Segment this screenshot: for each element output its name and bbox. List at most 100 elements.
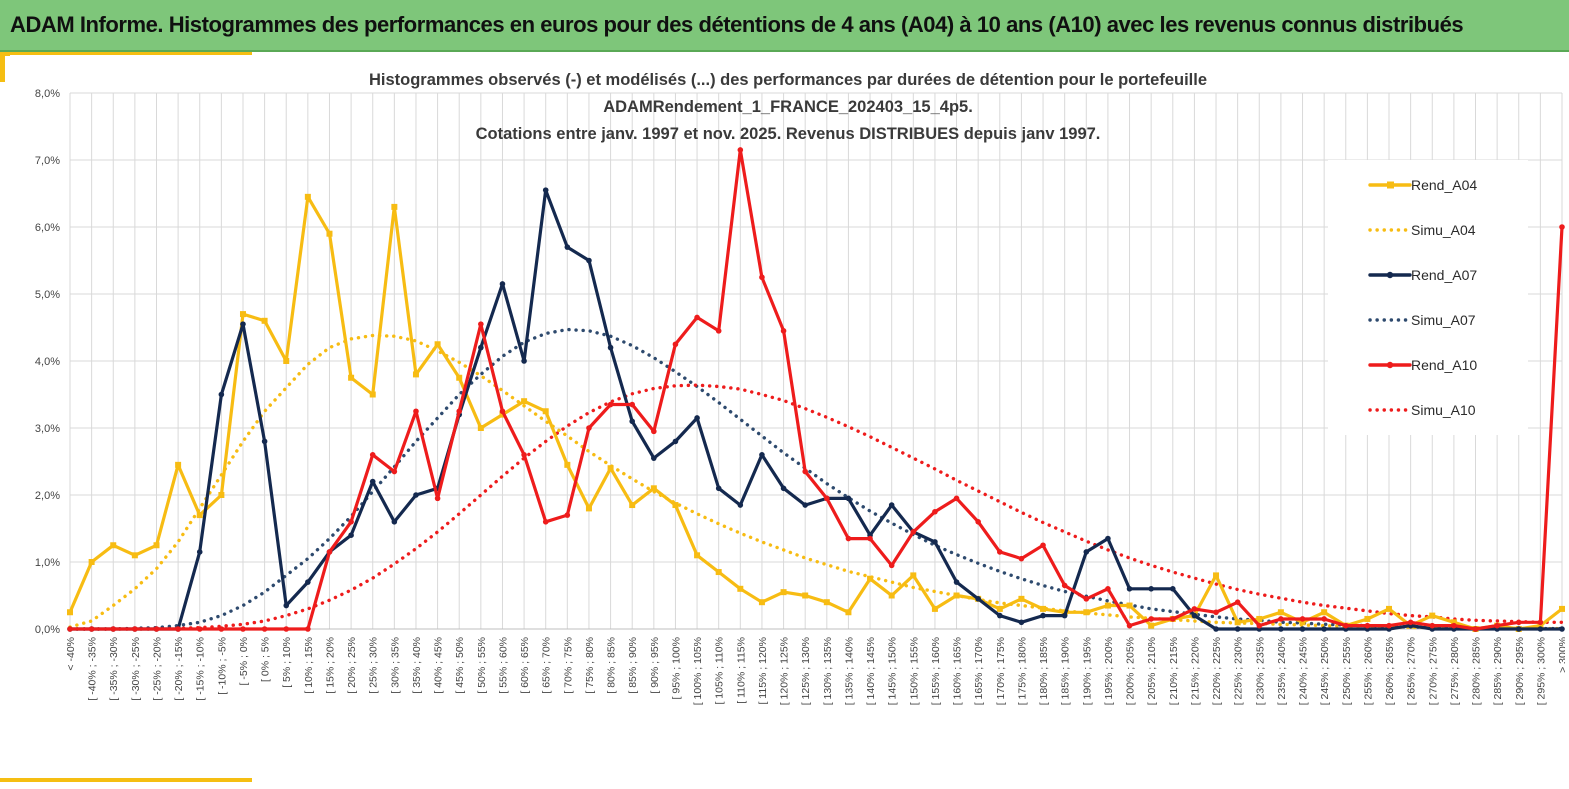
data-point-rend-a04 [629,502,636,509]
x-tick-label: [ 90% ; 95% [649,637,661,694]
histogram-chart: Histogrammes observés (-) et modélisés (… [35,71,1565,705]
data-point-rend-a10 [1148,616,1154,622]
data-point-rend-a04 [802,592,809,599]
data-point-rend-a07 [888,502,895,508]
data-point-rend-a10 [1559,224,1565,230]
x-tick-label: [ 145% ; 150% [887,637,899,705]
data-point-rend-a07 [542,187,549,193]
data-point-rend-a04 [434,341,441,348]
data-point-rend-a07 [651,455,657,461]
data-point-rend-a10 [478,321,484,327]
data-point-rend-a10 [1515,619,1522,626]
data-point-rend-a10 [1169,616,1176,622]
data-point-rend-a04 [1083,609,1090,616]
data-point-rend-a04 [758,599,765,606]
legend-label-simu-a10: Simu_A10 [1411,402,1476,418]
x-tick-label: [ 95% ; 100% [670,637,682,699]
data-point-rend-a04 [239,311,246,318]
data-point-rend-a04 [283,358,290,364]
data-point-rend-a10 [824,495,830,502]
data-point-rend-a10 [1299,616,1306,622]
data-point-rend-a04 [175,461,182,468]
data-point-rend-a04 [521,398,528,405]
data-point-rend-a07 [240,321,246,327]
x-tick-label: [ 190% ; 195% [1081,637,1093,705]
x-tick-label: [ 135% ; 140% [843,637,855,705]
data-point-rend-a07 [759,452,765,458]
data-point-rend-a10 [888,562,895,569]
data-point-rend-a07 [1083,549,1090,555]
x-tick-label: [ 130% ; 135% [822,637,834,705]
data-point-rend-a07 [305,579,311,585]
data-point-rend-a10 [651,428,657,435]
data-point-rend-a10 [305,626,311,632]
data-point-rend-a07 [996,612,1003,619]
x-tick-label: [ 240% ; 245% [1298,637,1310,705]
data-point-rend-a04 [153,542,160,549]
data-point-rend-a04 [1450,619,1457,626]
data-point-rend-a07 [737,502,744,508]
data-point-rend-a07 [564,244,571,250]
data-point-rend-a04 [1148,622,1155,629]
x-tick-label: [ 160% ; 165% [952,637,964,705]
x-tick-label: [ -35% ; -30% [108,637,120,701]
data-point-rend-a04 [326,230,333,237]
data-point-rend-a07 [672,438,679,445]
series-line-simu-a04 [68,333,1564,631]
x-tick-label: [ 35% ; 40% [411,637,423,694]
legend-label-simu-a07: Simu_A07 [1411,312,1476,328]
x-tick-label: [ -40% ; -35% [87,637,99,701]
data-point-rend-a10 [110,626,117,632]
x-tick-label: [ 25% ; 30% [368,637,380,694]
x-tick-label: [ 195% ; 200% [1103,637,1115,705]
data-point-rend-a07 [1105,535,1111,542]
data-point-rend-a04 [910,572,917,579]
x-tick-label: [ 215% ; 220% [1189,637,1201,705]
data-point-rend-a10 [932,508,938,515]
data-point-rend-a04 [1364,615,1371,622]
data-point-rend-a10 [759,274,765,281]
data-point-rend-a04 [1213,572,1220,579]
banner-title: ADAM Informe. Histogrammes des performan… [10,12,1464,37]
data-point-rend-a10 [1040,542,1046,549]
data-point-rend-a10 [802,468,808,475]
data-point-rend-a10 [715,328,722,334]
data-point-rend-a07 [975,596,981,602]
accent-bar-bottom [0,778,252,782]
x-tick-label: [ 245% ; 250% [1319,637,1331,705]
x-tick-label: [ 295% ; 300% [1535,637,1547,705]
data-point-rend-a04 [1429,612,1436,619]
data-point-rend-a04 [196,512,203,519]
x-tick-label: [ 40% ; 45% [433,637,445,694]
data-point-rend-a04 [737,585,744,592]
data-point-rend-a07 [1321,626,1327,632]
data-point-rend-a07 [261,438,268,445]
data-point-rend-a04 [88,559,95,565]
x-tick-label: [ 15% ; 20% [324,637,336,694]
legend-background [1328,160,1528,435]
x-tick-label: [ 275% ; 280% [1449,637,1461,705]
series-line-simu-a10 [68,383,1564,631]
x-tick-label: [ 220% ; 225% [1211,637,1223,705]
data-point-rend-a07 [1234,626,1241,632]
data-point-rend-a04 [1126,602,1133,609]
data-point-rend-a07 [932,539,938,545]
accent-bar-side [0,52,5,82]
data-point-rend-a04 [348,374,355,381]
legend: Rend_A04 Simu_A04 Rend_A07 Simu_A07 Rend_A10… [1328,160,1528,435]
data-point-rend-a04 [542,408,549,415]
data-point-rend-a07 [1191,612,1198,619]
data-point-rend-a10 [499,408,506,415]
header-banner: ADAM Informe. Histogrammes des performan… [0,0,1569,52]
x-tick-label: [ 255% ; 260% [1362,637,1374,705]
data-point-rend-a04 [1299,619,1306,626]
x-tick-label: [ 65% ; 70% [541,637,553,694]
x-tick-label: [ 50% ; 55% [476,637,488,694]
x-tick-label: [ 75% ; 80% [584,637,596,694]
x-tick-label: [ 115% ; 120% [757,637,769,705]
x-tick-label: [ 100% ; 105% [692,637,704,705]
x-tick-label: [ 265% ; 270% [1406,637,1418,705]
x-tick-label: [ 155% ; 160% [930,637,942,705]
data-point-rend-a10 [1018,555,1025,562]
x-tick-label: [ 5% ; 10% [281,637,293,688]
